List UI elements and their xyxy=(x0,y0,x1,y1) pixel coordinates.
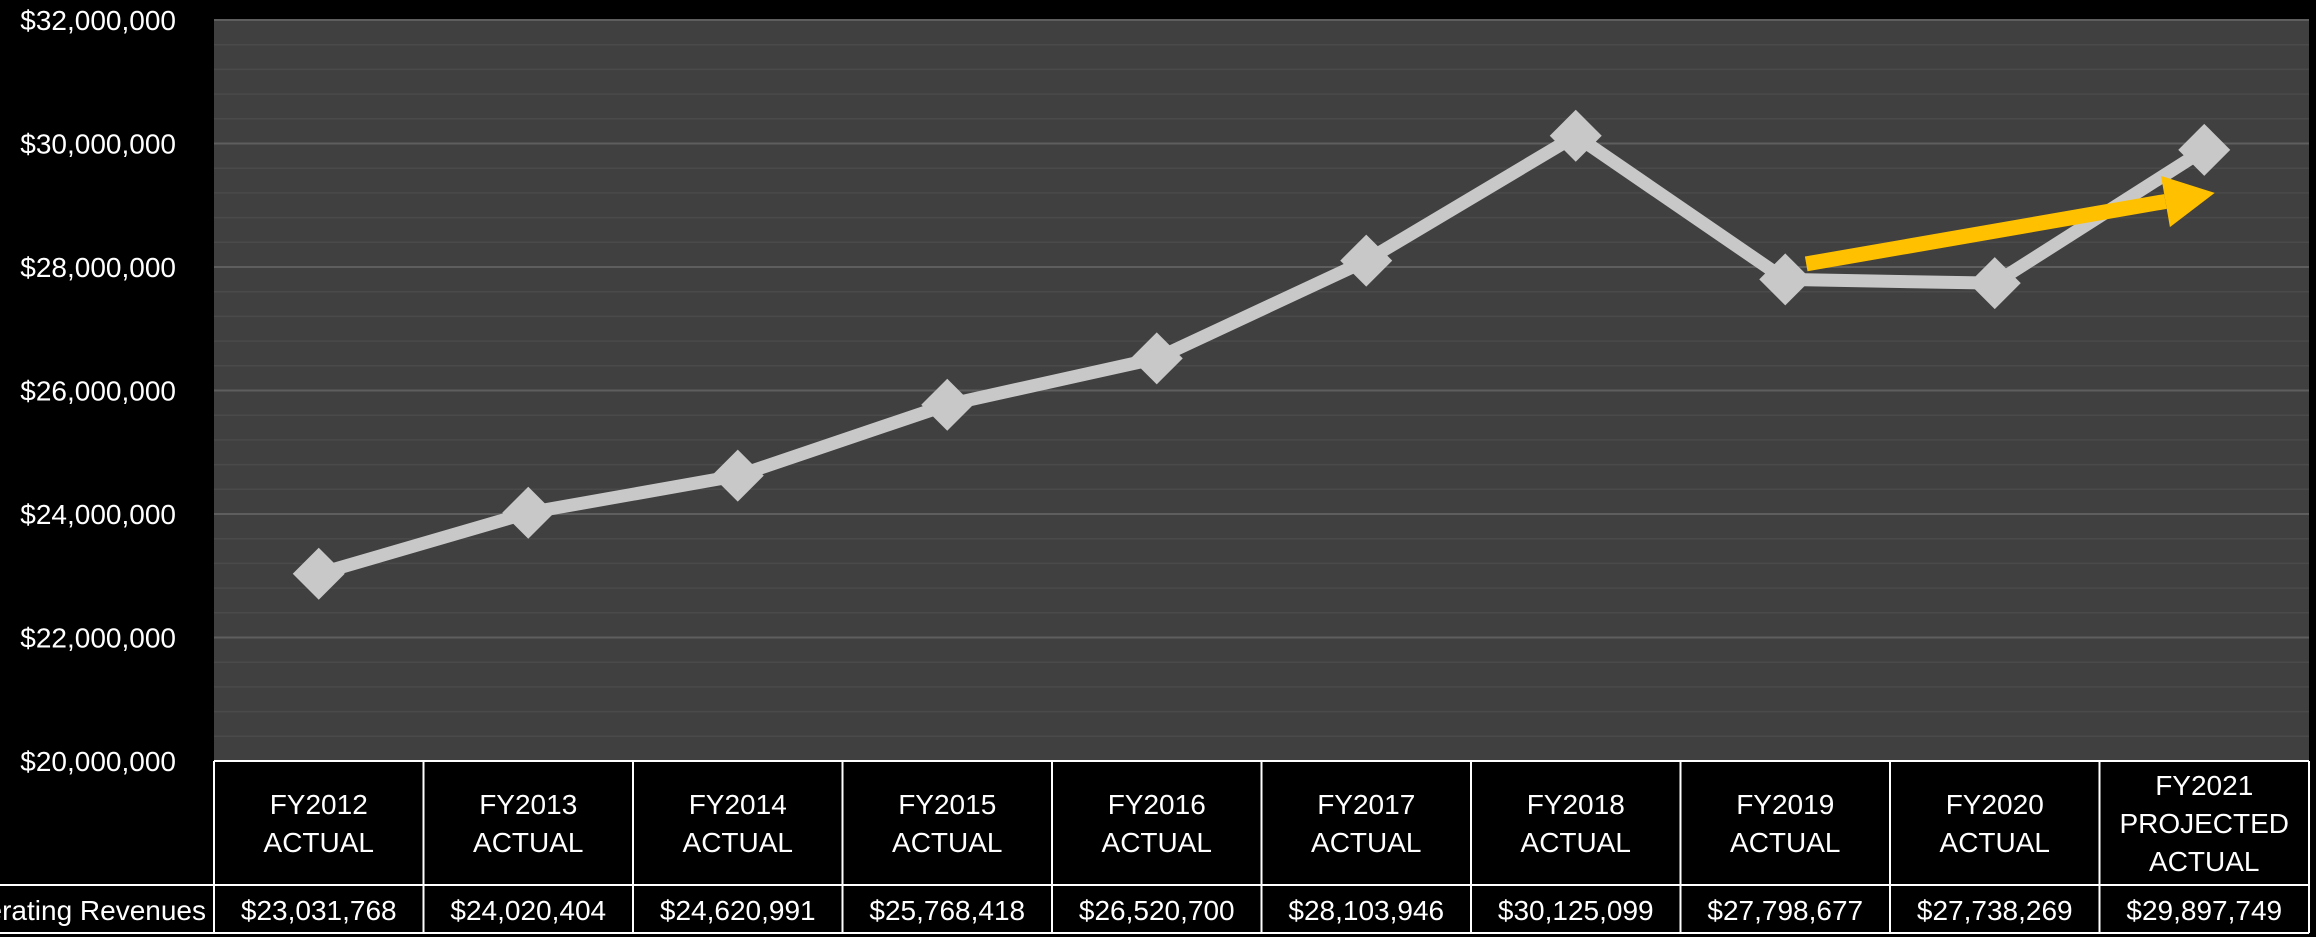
x-category-label: FY2019 ACTUAL xyxy=(1730,789,1840,858)
x-category-label: FY2014 ACTUAL xyxy=(683,789,793,858)
x-category-label: FY2018 ACTUAL xyxy=(1521,789,1631,858)
data-point-marker xyxy=(1549,109,1602,162)
data-point-marker xyxy=(292,547,345,600)
data-point-marker xyxy=(1968,257,2021,310)
x-category-label: FY2013 ACTUAL xyxy=(473,789,583,858)
y-tick-label: $28,000,000 xyxy=(20,252,176,283)
series-operating-revenues xyxy=(292,109,2231,600)
table-value-cell: $27,798,677 xyxy=(1707,895,1863,926)
table-value-cell: $29,897,749 xyxy=(2126,895,2282,926)
table-value-cell: $27,738,269 xyxy=(1917,895,2073,926)
data-point-marker xyxy=(711,449,764,502)
y-tick-label: $24,000,000 xyxy=(20,499,176,530)
series-line xyxy=(316,129,2208,581)
arrow-shaft xyxy=(1804,194,2167,272)
table-value-cell: $28,103,946 xyxy=(1288,895,1444,926)
y-tick-label: $26,000,000 xyxy=(20,376,176,407)
major-gridlines xyxy=(214,19,2309,639)
data-point-marker xyxy=(1340,234,1393,287)
table-value-cell: $24,620,991 xyxy=(660,895,816,926)
table-value-cell: $24,020,404 xyxy=(450,895,606,926)
x-category-label: FY2020 ACTUAL xyxy=(1940,789,2050,858)
data-point-marker xyxy=(1759,253,1812,306)
table-row-label: Operating Revenues xyxy=(0,895,206,926)
data-point-marker xyxy=(1130,332,1183,385)
y-tick-label: $30,000,000 xyxy=(20,129,176,160)
y-tick-label: $22,000,000 xyxy=(20,623,176,654)
table-value-cell: $23,031,768 xyxy=(241,895,397,926)
y-tick-label: $20,000,000 xyxy=(20,746,176,777)
x-category-label: FY2012 ACTUAL xyxy=(264,789,374,858)
arrow-head xyxy=(2161,175,2215,228)
table-value-cell: $30,125,099 xyxy=(1498,895,1654,926)
x-category-label: FY2021 PROJECTED ACTUAL xyxy=(2119,770,2289,877)
table-value-cell: $26,520,700 xyxy=(1079,895,1235,926)
data-point-marker xyxy=(921,378,974,431)
data-point-marker xyxy=(502,486,555,539)
data-table: FY2012 ACTUAL FY2013 ACTUAL FY2014 ACTUAL FY20… xyxy=(0,760,2310,934)
table-value-cell: $25,768,418 xyxy=(869,895,1025,926)
x-category-label: FY2016 ACTUAL xyxy=(1102,789,1212,858)
y-axis-tick-labels: $20,000,000 $22,000,000 $24,000,000 $26,000… xyxy=(20,5,176,777)
x-category-label: FY2017 ACTUAL xyxy=(1311,789,1421,858)
x-category-label: FY2015 ACTUAL xyxy=(892,789,1002,858)
data-point-marker xyxy=(2178,123,2231,176)
y-tick-label: $32,000,000 xyxy=(20,5,176,36)
trend-annotation xyxy=(1804,175,2215,272)
